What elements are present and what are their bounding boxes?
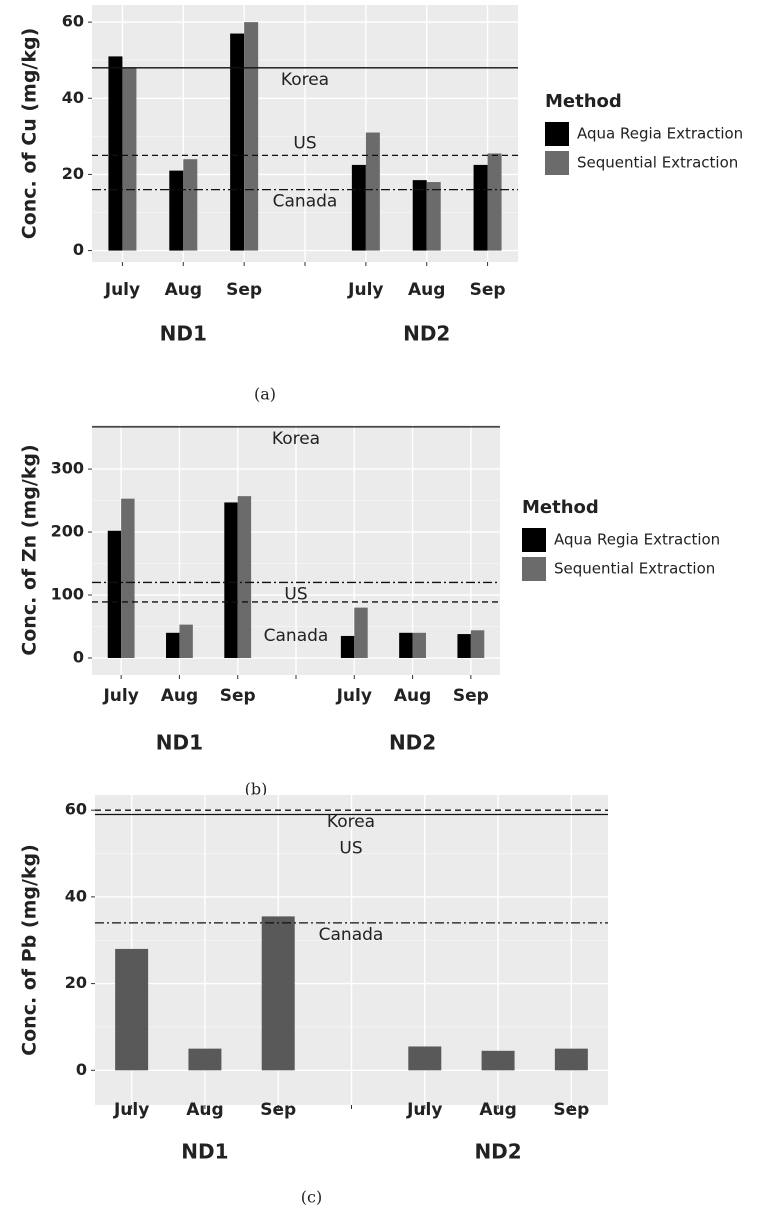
y-tick-label: 60 [65,800,87,819]
y-tick-label: 20 [65,973,87,992]
x-tick-label: Sep [453,686,489,706]
y-tick-label: 20 [62,164,84,183]
y-axis-title: Conc. of Zn (mg/kg) [19,444,41,655]
legend-title: Method [522,497,599,518]
reference-line-label: US [284,584,307,604]
bar [107,530,122,658]
bar [365,132,380,251]
reference-line-label: Canada [273,192,338,212]
bar [481,1050,515,1071]
x-tick-label: Aug [161,686,198,706]
bar [473,164,488,251]
y-tick-label: 40 [65,886,87,905]
bar [554,1048,588,1071]
x-tick-label: Sep [470,280,506,300]
bar [408,1046,442,1071]
bar [261,916,295,1071]
reference-line-label: Korea [272,429,320,449]
x-tick-label: Aug [408,280,445,300]
caption: (b) [245,780,268,799]
bar [166,632,180,658]
y-tick-label: 60 [62,12,84,31]
legend-label: Sequential Extraction [577,154,738,172]
legend-swatch [545,122,569,146]
legend-label: Aqua Regia Extraction [554,531,720,549]
group-label: ND1 [181,1140,228,1164]
bar [354,607,368,658]
y-axis-title: Conc. of Cu (mg/kg) [19,28,41,240]
bar [115,948,149,1071]
caption: (c) [301,1188,322,1207]
bar [426,182,441,251]
bar [179,624,193,658]
bar [108,56,123,251]
group-label: ND1 [160,322,207,346]
x-tick-label: Aug [165,280,202,300]
bar [487,153,502,251]
x-tick-label: Aug [479,1100,516,1120]
reference-line-label: Canada [319,925,384,945]
x-tick-label: July [347,280,383,300]
bar [169,170,184,251]
legend-title: Method [545,91,622,112]
group-label: ND2 [403,322,450,346]
reference-line-label: US [339,839,362,859]
bar [457,634,471,658]
y-tick-label: 200 [51,522,84,541]
reference-line-label: US [293,133,316,153]
x-tick-label: July [102,686,138,706]
x-tick-label: July [406,1100,442,1120]
legend-swatch [522,528,546,552]
bar [412,632,426,658]
caption: (a) [254,385,276,404]
bar [399,632,413,658]
bar [230,33,245,251]
bar [340,635,355,658]
y-tick-label: 40 [62,88,84,107]
x-tick-label: Aug [186,1100,223,1120]
x-tick-label: Sep [553,1100,589,1120]
x-tick-label: July [113,1100,149,1120]
y-tick-label: 300 [51,459,84,478]
y-tick-label: 0 [73,240,84,259]
bar [183,159,198,251]
group-label: ND1 [156,731,203,755]
reference-line-label: Canada [264,626,329,646]
bar [121,498,135,658]
reference-line-label: Korea [281,70,329,90]
bar [470,630,485,658]
bar [237,496,252,658]
y-tick-label: 100 [51,585,84,604]
bar [224,502,238,658]
y-tick-label: 0 [73,647,84,666]
bar [412,180,427,251]
bar [122,67,137,251]
legend-label: Sequential Extraction [554,560,715,578]
y-tick-label: 0 [76,1060,87,1079]
x-tick-label: Sep [220,686,256,706]
legend-swatch [522,557,546,581]
bar [188,1048,222,1071]
x-tick-label: Aug [394,686,431,706]
y-axis-title: Conc. of Pb (mg/kg) [19,844,41,1056]
x-tick-label: Sep [226,280,262,300]
reference-line-label: Korea [327,812,375,832]
bar [351,164,366,251]
group-label: ND2 [389,731,436,755]
legend-label: Aqua Regia Extraction [577,125,743,143]
bar [244,22,259,251]
x-tick-label: July [104,280,140,300]
x-tick-label: July [336,686,372,706]
legend-swatch [545,151,569,175]
x-tick-label: Sep [260,1100,296,1120]
group-label: ND2 [474,1140,521,1164]
